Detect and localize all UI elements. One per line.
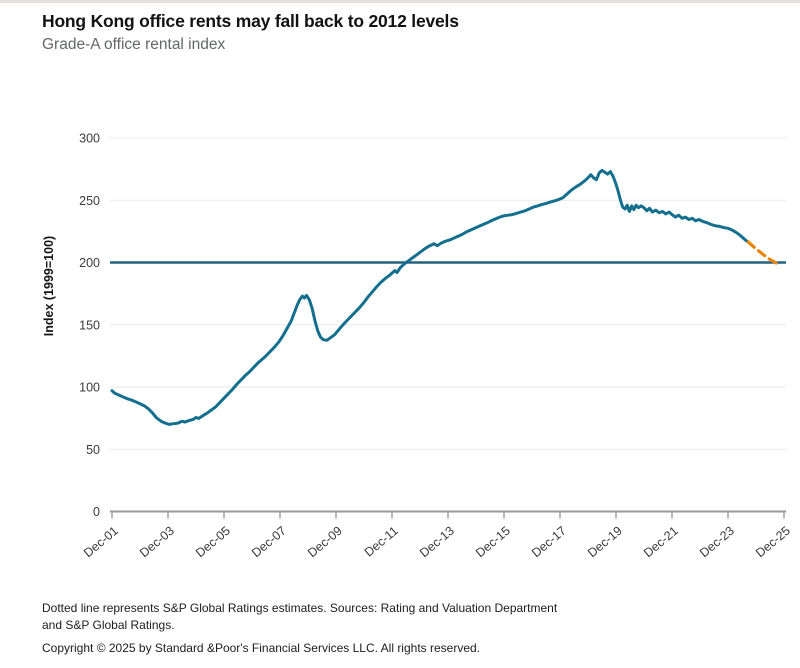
top-edge-divider <box>0 0 800 3</box>
x-axis-tick-label-Dec-21: Dec-21 <box>641 524 681 561</box>
footnote-line-2: and S&P Global Ratings. <box>42 617 175 632</box>
page-subtitle: Grade-A office rental index <box>42 36 226 53</box>
x-axis-tick-label-Dec-15: Dec-15 <box>473 524 513 561</box>
x-axis-tick-label-Dec-07: Dec-07 <box>249 524 289 561</box>
y-axis-tick-label-250: 250 <box>79 194 100 208</box>
y-axis-tick-label-50: 50 <box>86 443 100 457</box>
x-axis-tick-label-Dec-05: Dec-05 <box>193 524 233 561</box>
x-axis-tick-label-Dec-25: Dec-25 <box>753 524 793 561</box>
y-axis-title: Index (1999=100) <box>42 236 56 336</box>
x-axis-tick-label-Dec-01: Dec-01 <box>81 524 121 561</box>
x-axis-tick-label-Dec-23: Dec-23 <box>697 524 737 561</box>
x-axis-tick-label-Dec-19: Dec-19 <box>585 524 625 561</box>
footnote-line-1: Dotted line represents S&P Global Rating… <box>42 601 558 615</box>
series-forecast <box>746 240 778 265</box>
y-axis-tick-label-0: 0 <box>93 505 100 519</box>
series-actual <box>110 168 750 426</box>
copyright-notice: Copyright © 2025 by Standard &Poor's Fin… <box>42 641 481 655</box>
y-axis-tick-label-300: 300 <box>79 132 100 146</box>
x-axis-tick-label-Dec-13: Dec-13 <box>417 524 457 561</box>
x-axis-tick-label-Dec-03: Dec-03 <box>137 524 177 561</box>
y-axis-tick-label-150: 150 <box>79 318 100 332</box>
x-axis-tick-label-Dec-09: Dec-09 <box>305 524 345 561</box>
y-axis-tick-label-200: 200 <box>79 256 100 270</box>
page-title: Hong Kong office rents may fall back to … <box>42 11 459 31</box>
x-axis-tick-label-Dec-11: Dec-11 <box>362 524 401 560</box>
x-axis-tick-label-Dec-17: Dec-17 <box>529 524 569 561</box>
y-axis-tick-label-100: 100 <box>79 381 100 395</box>
chart-footnote: Dotted line represents S&P Global Rating… <box>42 600 662 633</box>
